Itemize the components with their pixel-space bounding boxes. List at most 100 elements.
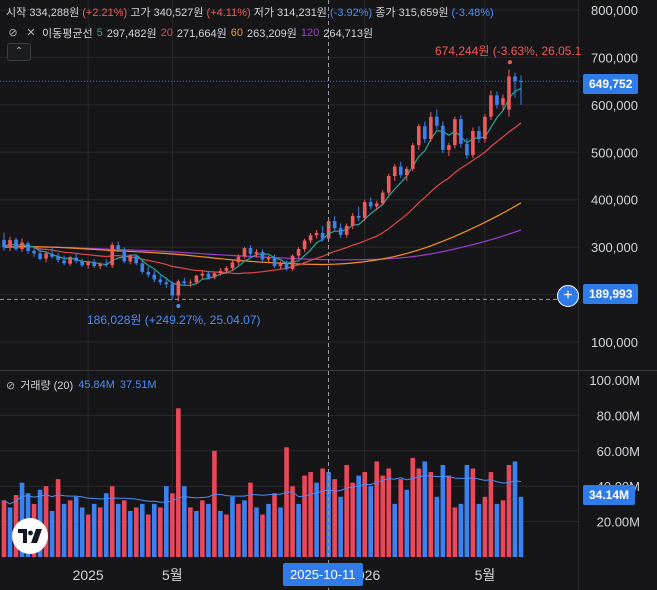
volume-bar xyxy=(344,464,349,557)
candle-body xyxy=(62,260,66,264)
high-value: 340,527원 xyxy=(153,7,204,19)
candle-body xyxy=(344,225,349,235)
open-value: 334,288원 xyxy=(29,7,80,19)
candle-body xyxy=(447,145,451,150)
volume-bar xyxy=(194,510,199,557)
volume-bar xyxy=(139,503,145,557)
candle-body xyxy=(477,130,481,140)
candle-body xyxy=(374,203,379,207)
candle-body xyxy=(188,282,193,284)
candle-body xyxy=(314,232,319,236)
price-tick-label: 300,000 xyxy=(591,240,638,255)
volume-bar xyxy=(145,514,151,557)
candle-body xyxy=(489,95,493,117)
ma120-period: 120 xyxy=(300,27,320,39)
ma5-period: 5 xyxy=(96,27,103,39)
candle-body xyxy=(92,262,96,267)
volume-bar xyxy=(109,486,115,557)
volume-bar xyxy=(380,475,386,557)
candle-body xyxy=(465,143,469,156)
volume-bar xyxy=(446,475,452,557)
candle-body xyxy=(302,240,307,250)
last-price-tag: 649,752 xyxy=(583,74,639,94)
candle-body xyxy=(32,250,36,254)
volume-bar xyxy=(157,507,163,557)
candle-body xyxy=(272,257,277,267)
high-annotation: 674,244원 (-3.63%, 26.05.1 xyxy=(435,44,582,58)
tradingview-logo[interactable] xyxy=(12,518,48,554)
volume-bar xyxy=(374,461,380,557)
candle-body xyxy=(338,228,343,235)
volume-bar xyxy=(85,514,91,557)
ma20-period: 20 xyxy=(160,27,173,39)
hide-indicator-icon[interactable]: ⊘ xyxy=(8,27,18,39)
add-alert-icon[interactable]: + xyxy=(557,285,579,307)
volume-bar xyxy=(55,479,61,557)
close-icon[interactable]: ✕ xyxy=(26,27,36,39)
volume-bar xyxy=(518,496,524,557)
volume-bar xyxy=(488,472,494,557)
volume-bar xyxy=(73,496,79,557)
candle-body xyxy=(404,168,409,176)
candle-body xyxy=(164,282,169,285)
volume-bar xyxy=(43,486,49,557)
chevron-up-icon[interactable]: ⌃ xyxy=(7,43,31,61)
time-tick-label: 5월 xyxy=(475,567,496,583)
low-value: 314,231원 xyxy=(277,7,327,19)
volume-bar xyxy=(7,507,13,557)
volume-last-tag: 34.14M xyxy=(583,485,636,505)
volume-value-2: 37.51M xyxy=(119,379,157,391)
volume-bar xyxy=(392,503,398,557)
candle-body xyxy=(110,244,115,266)
hide-indicator-icon[interactable]: ⊘ xyxy=(6,379,16,392)
candle-body xyxy=(140,263,145,272)
volume-bar xyxy=(416,468,422,557)
candle-body xyxy=(254,251,259,254)
candle-body xyxy=(260,251,265,260)
volume-tick-label: 60.00M xyxy=(597,444,640,459)
volume-bar xyxy=(398,479,404,557)
cursor-price-tag: 189,993 xyxy=(583,284,639,304)
candle-body xyxy=(230,262,235,269)
candle-body xyxy=(128,255,133,262)
volume-bar xyxy=(188,507,193,557)
volume-bar xyxy=(470,468,476,557)
volume-bar xyxy=(242,500,247,557)
volume-bar xyxy=(440,464,446,557)
volume-tick-label: 100.00M xyxy=(589,373,640,388)
candle-body xyxy=(38,253,42,260)
volume-bar xyxy=(151,503,157,557)
candle-body xyxy=(20,242,24,250)
volume-title: 거래량 (20) xyxy=(20,380,74,392)
candle-body xyxy=(170,284,175,296)
volume-bar xyxy=(434,496,440,557)
candle-body xyxy=(296,249,301,256)
open-change: (+2.21%) xyxy=(82,7,128,19)
candle-body xyxy=(206,273,211,278)
candle-body xyxy=(266,257,271,260)
candle-body xyxy=(483,116,487,140)
candle-body xyxy=(152,274,157,280)
candle-body xyxy=(14,239,18,250)
volume-bar xyxy=(308,472,313,557)
candle-body xyxy=(200,273,205,276)
volume-value-1: 45.84M xyxy=(78,379,115,391)
volume-bar xyxy=(314,482,319,557)
candle-body xyxy=(224,268,229,271)
candle-body xyxy=(50,253,54,257)
volume-bar xyxy=(1,500,7,557)
tradingview-logo-icon xyxy=(18,529,42,543)
candle-body xyxy=(284,263,289,269)
volume-bar xyxy=(428,472,434,557)
candle-body xyxy=(513,76,517,82)
volume-bar xyxy=(248,482,253,557)
volume-bar xyxy=(170,493,175,557)
volume-bar xyxy=(182,486,187,557)
price-tick-label: 500,000 xyxy=(591,145,638,160)
candle-body xyxy=(278,263,283,267)
volume-bar xyxy=(79,507,85,557)
high-marker xyxy=(507,60,512,65)
price-tick-label: 600,000 xyxy=(591,98,638,113)
candle-body xyxy=(86,262,90,266)
candle-body xyxy=(386,176,391,193)
